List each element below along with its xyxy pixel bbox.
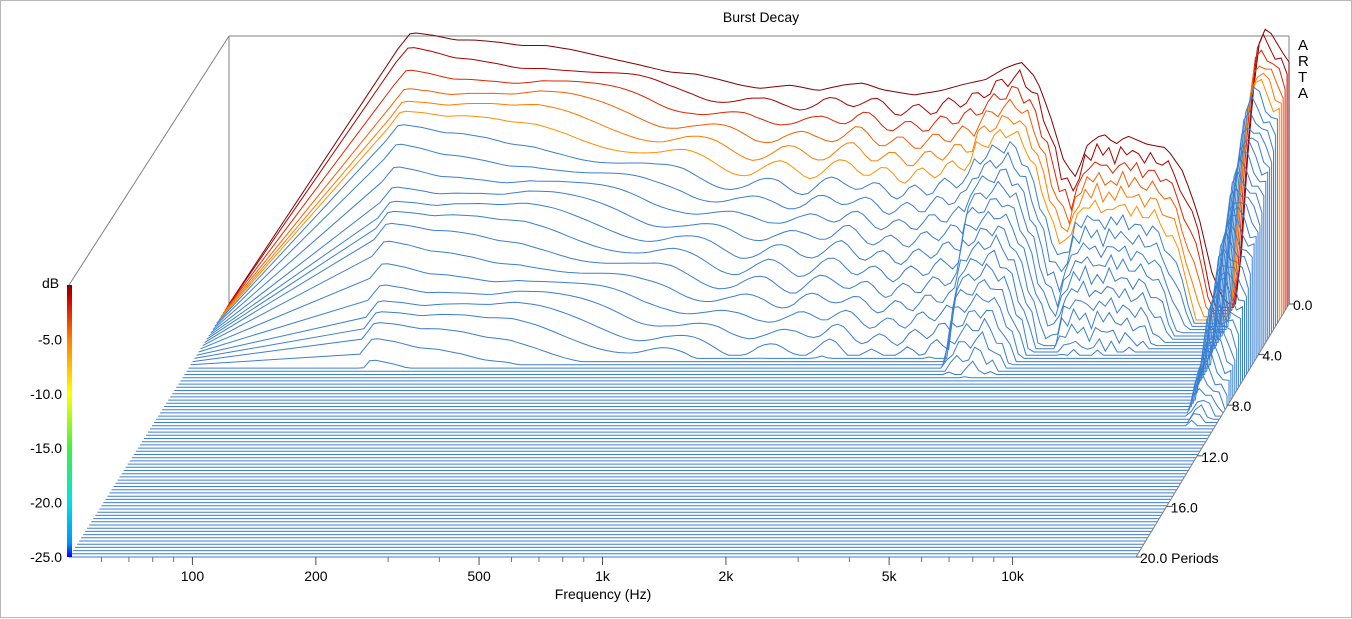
z-tick-label: 4.0 bbox=[1262, 348, 1282, 364]
z-tick-label: 8.0 bbox=[1232, 398, 1252, 414]
colorbar-tick-label: -5.0 bbox=[38, 331, 62, 347]
z-tick-label: 12.0 bbox=[1201, 449, 1228, 465]
decay-slices bbox=[69, 28, 1290, 558]
x-axis-title: Frequency (Hz) bbox=[555, 586, 651, 602]
colorbar-tick-label: -15.0 bbox=[30, 440, 62, 456]
decay-slice bbox=[180, 277, 1243, 382]
colorbar-scale bbox=[67, 285, 72, 557]
decay-slice bbox=[154, 413, 1218, 423]
decay-slice bbox=[202, 157, 1265, 347]
decay-slice bbox=[216, 86, 1278, 324]
decay-slice bbox=[228, 28, 1290, 305]
colorbar-tick-label: -10.0 bbox=[30, 386, 62, 402]
brand-letter: R bbox=[1298, 53, 1309, 70]
brand-letter: A bbox=[1298, 85, 1308, 102]
decay-slice bbox=[222, 65, 1284, 315]
brand-label: A R T A bbox=[1298, 37, 1309, 102]
x-tick-label: 500 bbox=[467, 568, 491, 584]
decay-slice bbox=[176, 294, 1240, 388]
colorbar: dB -5.0 -10.0 -15.0 -20.0 -25.0 bbox=[30, 275, 72, 565]
decay-slice bbox=[208, 137, 1271, 337]
brand-letter: T bbox=[1298, 69, 1307, 86]
decay-slice bbox=[186, 249, 1249, 372]
x-tick-label: 10k bbox=[1001, 568, 1025, 584]
plot-box bbox=[68, 35, 1290, 558]
decay-slice bbox=[210, 127, 1273, 334]
brand-letter: A bbox=[1298, 37, 1308, 54]
colorbar-label: dB bbox=[42, 275, 59, 291]
decay-slice bbox=[224, 49, 1286, 311]
decay-slice bbox=[178, 284, 1242, 385]
decay-slice bbox=[184, 264, 1247, 375]
z-tick-label: 16.0 bbox=[1171, 499, 1198, 515]
decay-slice bbox=[218, 78, 1280, 321]
x-tick-label: 2k bbox=[719, 568, 735, 584]
decay-slice bbox=[174, 309, 1238, 391]
z-tick-label: 0.0 bbox=[1293, 297, 1313, 313]
decay-slice bbox=[212, 110, 1274, 331]
decay-slice bbox=[158, 399, 1222, 417]
decay-slice bbox=[196, 202, 1259, 356]
colorbar-tick-label: -25.0 bbox=[30, 549, 62, 565]
decay-slice bbox=[168, 340, 1232, 401]
colorbar-tick-label: -20.0 bbox=[30, 495, 62, 511]
decay-slice bbox=[160, 387, 1224, 414]
decay-slice bbox=[156, 404, 1220, 420]
decay-slice bbox=[204, 150, 1267, 343]
decay-slice bbox=[188, 232, 1251, 369]
x-axis: 100 200 500 1k 2k 5k 10k bbox=[100, 557, 1025, 584]
z-axis: 0.0 4.0 8.0 12.0 16.0 20.0 Periods bbox=[1135, 297, 1313, 566]
decay-slice bbox=[192, 214, 1255, 363]
decay-slice bbox=[200, 171, 1263, 350]
decay-slice bbox=[190, 220, 1253, 366]
decay-slice bbox=[162, 370, 1226, 411]
decay-slice bbox=[152, 419, 1216, 427]
decay-slice bbox=[194, 206, 1257, 359]
decay-slice bbox=[214, 94, 1276, 327]
x-tick-label: 1k bbox=[595, 568, 611, 584]
decay-slice bbox=[206, 142, 1269, 340]
z-tick-label: 20.0 Periods bbox=[1140, 550, 1219, 566]
x-tick-label: 200 bbox=[304, 568, 328, 584]
decay-slice bbox=[198, 188, 1261, 353]
decay-slice bbox=[166, 348, 1230, 404]
decay-slice bbox=[226, 32, 1288, 308]
x-tick-label: 100 bbox=[181, 568, 205, 584]
decay-slice bbox=[172, 326, 1236, 395]
chart-title: Burst Decay bbox=[723, 9, 799, 25]
decay-slice bbox=[182, 270, 1245, 379]
decay-slice bbox=[220, 72, 1282, 318]
decay-slice bbox=[164, 356, 1228, 407]
decay-slice bbox=[170, 335, 1234, 398]
x-tick-label: 5k bbox=[882, 568, 898, 584]
